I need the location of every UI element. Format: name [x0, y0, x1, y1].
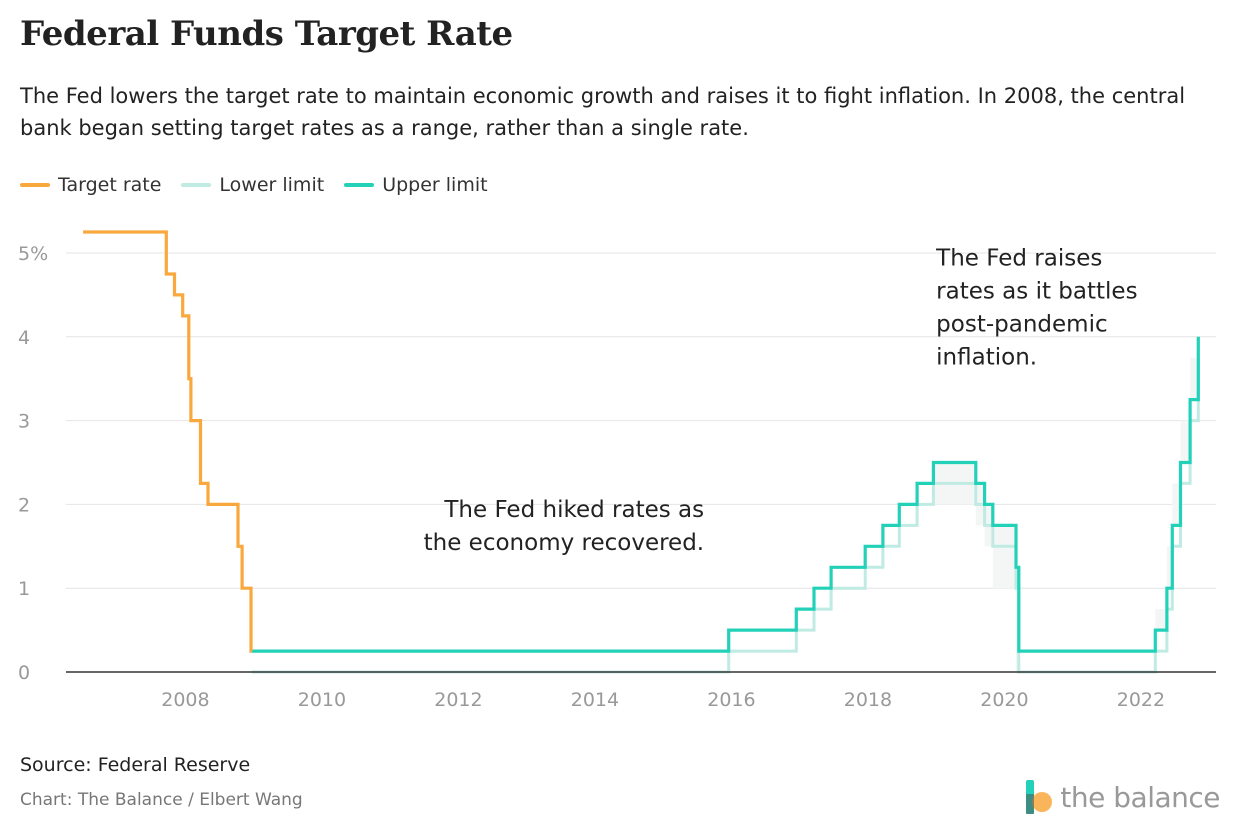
y-tick-label-0: 0: [18, 662, 30, 684]
x-tick-label-2018: 2018: [844, 689, 892, 711]
legend: Target rate Lower limit Upper limit: [20, 174, 508, 196]
legend-label-lower-limit: Lower limit: [219, 174, 325, 196]
x-tick-label-2020: 2020: [980, 689, 1028, 711]
legend-swatch-target-rate: [20, 183, 50, 187]
series-line-upper-limit: [251, 336, 1200, 653]
x-tick-label-2016: 2016: [707, 689, 755, 711]
chart-credit: Chart: The Balance / Elbert Wang: [20, 790, 303, 810]
annotation-1-line-3: inflation.: [936, 345, 1037, 371]
legend-item-lower-limit: Lower limit: [181, 174, 324, 196]
chart-plot: 0 1 2 3 4 5% 2008 2010 2012 2014 2016 2018 2020 2022 T…: [18, 230, 1216, 711]
legend-item-upper-limit: Upper limit: [344, 174, 488, 196]
y-tick-label-3: 3: [18, 411, 30, 433]
brand-logo: the balance: [1024, 778, 1220, 816]
annotation-1-line-0: The Fed raises: [935, 246, 1102, 272]
annotation-1-line-2: post-pandemic: [936, 312, 1107, 338]
x-tick-label-2010: 2010: [298, 689, 346, 711]
x-tick-label-2014: 2014: [571, 689, 619, 711]
chart-title: Federal Funds Target Rate: [20, 14, 513, 54]
legend-swatch-lower-limit: [181, 183, 212, 187]
x-tick-label-2012: 2012: [434, 689, 482, 711]
chart-subtitle: The Fed lowers the target rate to mainta…: [20, 84, 1186, 140]
legend-label-upper-limit: Upper limit: [382, 174, 488, 196]
series-line-lower-limit: [251, 357, 1200, 674]
annotation-1-line-1: rates as it battles: [936, 279, 1137, 305]
brand-name: the balance: [1060, 780, 1220, 814]
source-note: Source: Federal Reserve: [20, 754, 251, 776]
x-tick-label-2008: 2008: [161, 689, 209, 711]
annotation-0-line-0: The Fed hiked rates as: [443, 497, 704, 523]
x-tick-label-2022: 2022: [1117, 689, 1165, 711]
y-tick-label-1: 1: [18, 578, 30, 600]
series-line-target-rate: [83, 230, 253, 653]
y-tick-label-5: 5%: [18, 243, 48, 265]
y-tick-label-2: 2: [18, 494, 30, 516]
legend-label-target-rate: Target rate: [58, 174, 162, 196]
legend-swatch-upper-limit: [344, 183, 375, 187]
y-tick-label-4: 4: [18, 327, 30, 349]
annotation-0-line-1: the economy recovered.: [424, 530, 705, 556]
the-balance-logo-icon: [1026, 780, 1053, 814]
legend-item-target-rate: Target rate: [20, 174, 161, 196]
